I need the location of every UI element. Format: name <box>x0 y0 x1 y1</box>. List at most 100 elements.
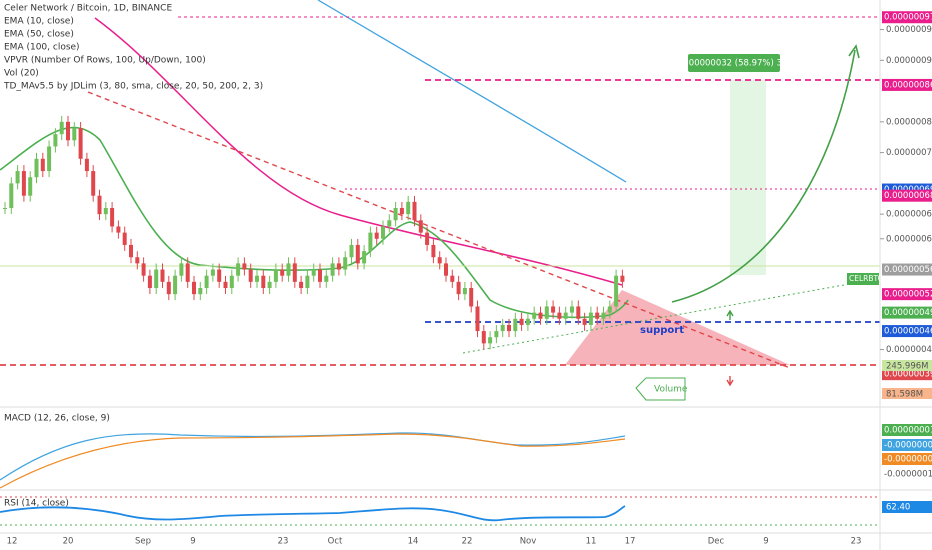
time-label: 23 <box>851 537 862 547</box>
macd-label: 0.00000001 <box>884 426 932 436</box>
candle <box>418 220 423 233</box>
macd-label: -0.00000001 <box>884 455 932 465</box>
candle <box>456 281 461 295</box>
candle <box>381 226 385 239</box>
candle <box>387 220 392 227</box>
legend-item: Vol (20) <box>4 69 39 79</box>
candle <box>393 208 398 221</box>
candle <box>311 269 316 276</box>
macd-badge <box>882 439 932 451</box>
candle <box>223 281 228 288</box>
candle <box>166 281 171 295</box>
candle <box>336 263 341 270</box>
price-label: 0.00000068 <box>884 191 932 201</box>
legend-item: Celer Network / Bitcoin, 1D, BINANCE <box>4 4 172 14</box>
volume-label: 245.996M <box>886 362 928 372</box>
macd-title: MACD (12, 26, close, 9) <box>4 414 110 424</box>
candle <box>173 275 178 295</box>
candle <box>368 232 373 252</box>
candle <box>324 275 329 282</box>
ema-50 <box>94 17 623 286</box>
signal-line <box>0 433 626 489</box>
candle <box>444 263 448 276</box>
price-tick-label: 0.00000061 <box>886 234 932 244</box>
time-label: 11 <box>586 537 597 547</box>
candle <box>563 312 568 319</box>
price-badge <box>882 78 932 91</box>
price-label: 0.00000056 <box>884 265 932 275</box>
down-arrow <box>726 376 734 387</box>
price-label: 0.00000046 <box>884 327 932 337</box>
volume-badge <box>882 388 932 399</box>
price-badge <box>882 306 932 319</box>
time-label: Sep <box>135 537 151 547</box>
time-label: 22 <box>462 537 473 547</box>
candle <box>236 263 241 276</box>
candle <box>469 288 474 307</box>
candle <box>267 281 272 288</box>
candle <box>475 306 480 332</box>
candle <box>374 232 379 239</box>
candle <box>217 269 222 282</box>
candle <box>9 183 14 208</box>
candle <box>292 263 297 282</box>
rsi-line <box>0 505 626 522</box>
candle <box>299 281 304 288</box>
candle <box>544 306 549 319</box>
candle <box>494 331 499 338</box>
candle <box>500 324 505 332</box>
candle <box>3 208 7 209</box>
candle <box>147 275 152 288</box>
measure-region <box>730 80 766 275</box>
candle <box>72 128 77 141</box>
legend-item: VPVR (Number Of Rows, 100, Up/Down, 100) <box>4 56 206 66</box>
candle <box>204 275 209 288</box>
macd-badge <box>882 453 932 465</box>
candle <box>154 269 159 288</box>
volume-label: 81.598M <box>886 390 923 400</box>
up-arrow <box>726 309 734 320</box>
rsi-badge <box>882 501 932 513</box>
time-label: 12 <box>7 537 18 547</box>
price-label: 0.00000049 <box>884 308 932 318</box>
candle <box>349 244 354 258</box>
candle <box>116 226 121 233</box>
candle <box>40 158 45 172</box>
price-badge <box>882 325 932 338</box>
candle <box>362 251 367 264</box>
candle <box>576 306 581 319</box>
price-label: 0.00000086 <box>884 80 932 90</box>
candle <box>462 288 467 295</box>
price-label: 0.00000052 <box>884 290 932 300</box>
candle <box>557 312 562 319</box>
symbol-label: CELRBTC <box>849 274 883 283</box>
macd-label: -0.00000010 <box>884 470 932 480</box>
candle <box>318 269 322 282</box>
volume-badge <box>882 360 932 371</box>
time-label: 20 <box>63 537 74 547</box>
candle <box>185 263 190 282</box>
candle <box>431 244 436 258</box>
candle <box>601 312 606 319</box>
candle <box>481 331 486 344</box>
price-tick-label: 0.00000043 <box>886 345 932 355</box>
price-tick-label: 0.00000075 <box>886 148 932 158</box>
candle <box>59 121 64 135</box>
candle <box>210 269 215 276</box>
candle <box>399 208 404 215</box>
candle <box>614 275 619 307</box>
legend-item: EMA (100, close) <box>4 43 80 53</box>
candle <box>255 275 259 282</box>
price-badge <box>882 263 932 276</box>
price-badge <box>882 288 932 301</box>
candle <box>532 312 537 319</box>
candle <box>507 324 511 332</box>
candle <box>570 306 574 313</box>
candle <box>595 312 600 319</box>
time-label: Oct <box>328 537 343 547</box>
projection-arrow <box>671 49 856 303</box>
candle <box>355 244 360 264</box>
candle <box>248 269 253 282</box>
